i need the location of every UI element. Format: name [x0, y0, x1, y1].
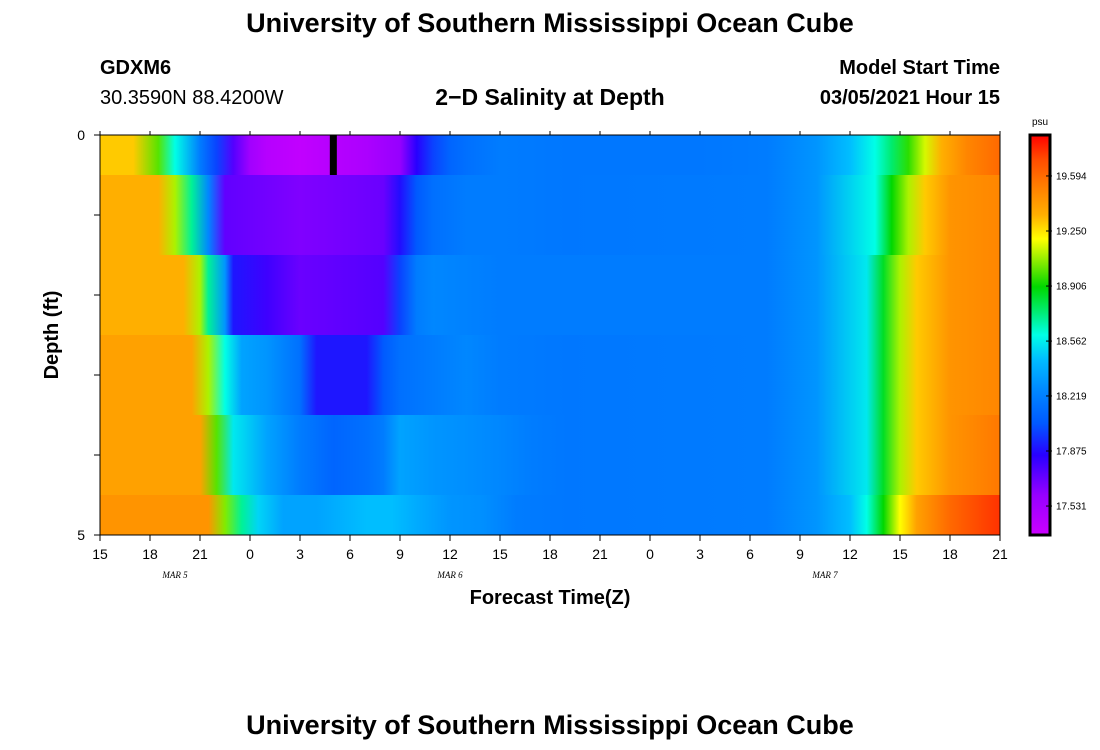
- heatmap-row-2: [100, 255, 1000, 335]
- colorbar-tick-label: 18.562: [1056, 337, 1087, 348]
- x-tick-label: 6: [346, 546, 354, 562]
- x-axis-title: Forecast Time(Z): [470, 587, 631, 609]
- x-tick-label: 3: [696, 546, 704, 562]
- colorbar-tick-label: 17.531: [1056, 502, 1087, 513]
- x-tick-label: 6: [746, 546, 754, 562]
- x-tick-label: 0: [246, 546, 254, 562]
- y-tick-label: 0: [77, 127, 85, 143]
- colorbar-tick-label: 18.219: [1056, 391, 1087, 402]
- chart-title: 2−D Salinity at Depth: [435, 84, 665, 110]
- x-axis: 15 18 21 0 3 6 9 12 15 18 21 0 3 6 9 12 15 18 21 MAR 5 MAR 6…: [92, 131, 1008, 580]
- x-tick-label: 12: [442, 546, 458, 562]
- heatmap-row-3: [100, 335, 1000, 415]
- colorbar-tick-label: 17.875: [1056, 447, 1087, 458]
- colorbar-tick-label: 19.594: [1056, 171, 1087, 182]
- start-time-marker-group: [329, 135, 337, 175]
- heatmap-row-1: [100, 175, 1000, 255]
- colorbar: psu 17.531 17.875 18.219 18.562 18.906 19.250 1…: [1028, 117, 1087, 537]
- station-id: GDXM6: [100, 57, 172, 79]
- x-tick-label: 15: [892, 546, 908, 562]
- y-tick-label: 5: [77, 527, 85, 543]
- heatmap-rows: [100, 135, 1000, 535]
- heatmap-row-4: [100, 415, 1000, 495]
- heatmap-row-5: [100, 495, 1000, 535]
- date-label: MAR 5: [161, 570, 188, 580]
- page-title: University of Southern Mississippi Ocean…: [246, 8, 854, 38]
- y-axis: 05: [77, 127, 100, 543]
- x-tick-label: 18: [942, 546, 958, 562]
- x-tick-label: 15: [92, 546, 108, 562]
- x-tick-label: 0: [646, 546, 654, 562]
- y-axis-title: Depth (ft): [41, 291, 63, 380]
- x-tick-label: 21: [992, 546, 1008, 562]
- x-tick-label: 15: [492, 546, 508, 562]
- colorbar-unit: psu: [1032, 117, 1048, 128]
- footer-title: University of Southern Mississippi Ocean…: [246, 710, 854, 740]
- model-start-value: 03/05/2021 Hour 15: [819, 87, 1000, 109]
- x-tick-label: 9: [396, 546, 404, 562]
- x-tick-label: 3: [296, 546, 304, 562]
- model-start-label: Model Start Time: [839, 57, 1000, 79]
- x-tick-label: 21: [192, 546, 208, 562]
- colorbar-gradient: [1028, 133, 1052, 537]
- x-tick-label: 18: [142, 546, 158, 562]
- heatmap-row-0: [100, 135, 1000, 175]
- date-label: MAR 7: [811, 570, 838, 580]
- station-coordinates: 30.3590N 88.4200W: [100, 87, 284, 109]
- date-label: MAR 6: [436, 570, 463, 580]
- start-time-marker: [329, 135, 337, 175]
- x-tick-label: 21: [592, 546, 608, 562]
- x-tick-label: 9: [796, 546, 804, 562]
- x-tick-label: 12: [842, 546, 858, 562]
- colorbar-tick-label: 18.906: [1056, 282, 1087, 293]
- colorbar-tick-label: 19.250: [1056, 227, 1087, 238]
- x-tick-label: 18: [542, 546, 558, 562]
